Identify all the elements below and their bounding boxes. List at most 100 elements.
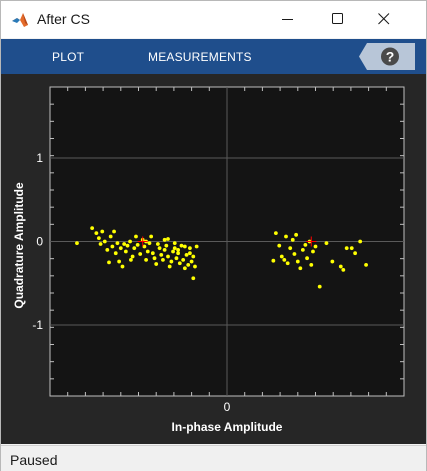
maximize-button[interactable] bbox=[315, 1, 361, 38]
constellation-point bbox=[169, 259, 174, 264]
constellation-point bbox=[134, 234, 138, 239]
constellation-point bbox=[166, 237, 170, 241]
constellation-point bbox=[117, 259, 122, 264]
constellation-point bbox=[135, 242, 140, 247]
reference-point bbox=[306, 236, 317, 247]
constellation-point bbox=[132, 246, 137, 251]
constellation-point bbox=[167, 264, 172, 269]
constellation-point bbox=[166, 254, 170, 259]
help-icon bbox=[381, 47, 399, 66]
constellation-point bbox=[330, 259, 335, 264]
constellation-point bbox=[191, 276, 196, 281]
constellation-point bbox=[313, 244, 318, 249]
title-bar[interactable]: After CS bbox=[1, 1, 426, 38]
constellation-point bbox=[271, 258, 276, 263]
constellation-point bbox=[298, 266, 303, 271]
constellation-point bbox=[344, 246, 349, 251]
constellation-point bbox=[162, 247, 167, 252]
constellation-point bbox=[154, 262, 159, 266]
status-bar: Paused bbox=[1, 445, 426, 471]
constellation-point bbox=[152, 256, 157, 261]
constellation-point bbox=[113, 251, 118, 256]
constellation-point bbox=[189, 259, 194, 264]
close-icon bbox=[378, 13, 390, 25]
constellation-point bbox=[149, 234, 154, 239]
y-tick-label: 1 bbox=[36, 151, 43, 165]
constellation-point bbox=[353, 251, 358, 256]
constellation-point bbox=[364, 262, 368, 267]
constellation-point bbox=[138, 252, 143, 256]
constellation-point bbox=[171, 249, 175, 254]
constellation-point bbox=[96, 236, 101, 241]
constellation-point bbox=[349, 246, 354, 251]
constellation-point bbox=[273, 231, 278, 236]
constellation-point bbox=[130, 254, 135, 259]
constellation-point bbox=[305, 256, 309, 261]
y-tick-label: -1 bbox=[32, 318, 43, 332]
close-button[interactable] bbox=[361, 1, 407, 38]
constellation-point bbox=[105, 247, 110, 252]
constellation-point bbox=[118, 246, 123, 251]
constellation-point bbox=[193, 264, 197, 269]
constellation-point bbox=[294, 232, 299, 237]
constellation-point bbox=[341, 267, 346, 272]
constellation-point bbox=[147, 241, 152, 246]
constellation-point bbox=[94, 231, 99, 236]
constellation-point bbox=[102, 239, 107, 244]
window-title: After CS bbox=[37, 11, 90, 27]
y-tick-label: 0 bbox=[36, 235, 43, 249]
constellation-point bbox=[172, 241, 177, 246]
help-button[interactable]: ? bbox=[359, 43, 415, 70]
toolstrip: PLOT MEASUREMENTS ? bbox=[1, 39, 426, 74]
constellation-point bbox=[107, 260, 111, 265]
constellation-point bbox=[176, 247, 181, 252]
constellation-point bbox=[309, 262, 314, 267]
constellation-point bbox=[100, 229, 105, 234]
constellation-point bbox=[161, 257, 165, 262]
constellation-point bbox=[125, 243, 130, 248]
constellation-point bbox=[184, 252, 189, 257]
constellation-point bbox=[176, 251, 181, 256]
tab-plot[interactable]: PLOT bbox=[52, 50, 85, 64]
constellation-point bbox=[129, 257, 133, 262]
constellation-point bbox=[191, 254, 196, 259]
constellation-point bbox=[162, 237, 167, 242]
constellation-point bbox=[295, 259, 300, 264]
constellation-point bbox=[317, 284, 322, 289]
constellation-point bbox=[174, 256, 179, 261]
constellation-point bbox=[177, 261, 182, 266]
maximize-icon bbox=[332, 13, 343, 24]
constellation-point bbox=[122, 242, 127, 246]
reference-point bbox=[137, 236, 148, 247]
constellation-point bbox=[290, 237, 295, 242]
constellation-point bbox=[145, 249, 150, 254]
constellation-point bbox=[108, 234, 113, 239]
constellation-point bbox=[300, 247, 305, 252]
constellation-point bbox=[284, 234, 288, 239]
constellation-point bbox=[123, 249, 128, 254]
constellation-point bbox=[186, 262, 191, 267]
constellation-panel: 0 1 0 -1 In-phase Amplitude Quadrature Amplit… bbox=[1, 74, 426, 444]
constellation-point bbox=[303, 242, 308, 247]
x-axis-label: In-phase Amplitude bbox=[172, 420, 283, 434]
constellation-point bbox=[358, 239, 363, 244]
minimize-button[interactable] bbox=[265, 1, 311, 38]
constellation-point bbox=[164, 243, 169, 248]
constellation-point bbox=[285, 261, 290, 266]
constellation-point bbox=[90, 226, 95, 231]
constellation-point bbox=[115, 241, 120, 246]
constellation-plot[interactable]: 0 1 0 -1 In-phase Amplitude Quadrature Amplit… bbox=[1, 74, 426, 444]
constellation-point bbox=[311, 249, 315, 254]
tab-measurements[interactable]: MEASUREMENTS bbox=[148, 50, 252, 64]
constellation-point bbox=[150, 251, 155, 256]
constellation-point bbox=[155, 242, 160, 246]
constellation-point bbox=[338, 264, 343, 269]
help-label: ? bbox=[386, 49, 395, 65]
constellation-point bbox=[120, 264, 125, 269]
constellation-point bbox=[128, 239, 132, 244]
constellation-point bbox=[98, 242, 103, 246]
constellation-point bbox=[157, 246, 162, 251]
constellation-point bbox=[182, 244, 187, 249]
constellation-point bbox=[182, 266, 187, 271]
